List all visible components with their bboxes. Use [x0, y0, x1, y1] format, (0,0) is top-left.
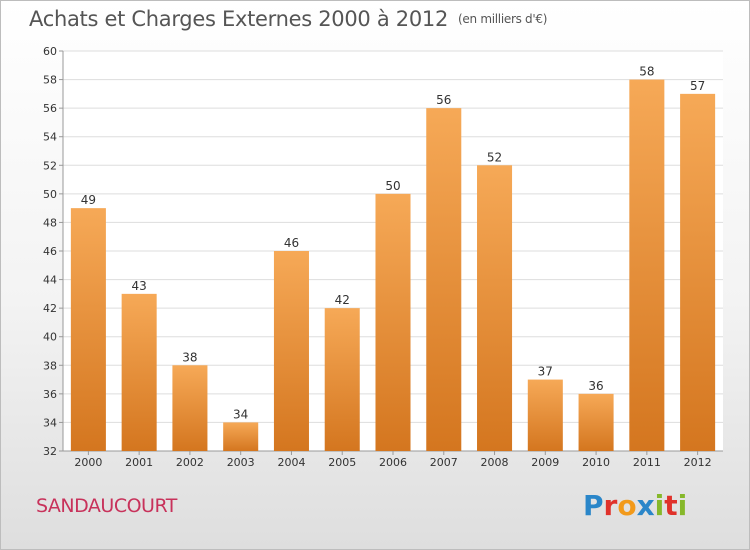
logo-letter: o: [617, 489, 637, 522]
logo-letter: t: [664, 489, 678, 522]
chart-title-text: Achats et Charges Externes 2000 à 2012: [29, 7, 449, 31]
logo-letter: i: [654, 489, 665, 522]
x-tick-label: 2005: [328, 456, 356, 469]
x-tick-label: 2007: [430, 456, 458, 469]
x-tick-label: 2006: [379, 456, 407, 469]
bar: [273, 251, 309, 451]
bar-value-label: 37: [538, 365, 553, 379]
bar-value-label: 46: [284, 236, 299, 250]
bar: [527, 379, 563, 451]
y-tick-label: 56: [43, 102, 57, 115]
y-tick-label: 38: [43, 359, 57, 372]
y-tick-label: 50: [43, 188, 57, 201]
logo-letter: x: [636, 489, 655, 522]
bar: [70, 208, 106, 451]
x-tick-label: 2000: [74, 456, 102, 469]
y-tick-label: 44: [43, 274, 57, 287]
x-tick-label: 2003: [227, 456, 255, 469]
x-tick-label: 2011: [633, 456, 661, 469]
bar: [172, 365, 208, 451]
logo-letter: P: [583, 489, 604, 522]
bar-value-label: 34: [233, 407, 248, 421]
bar: [324, 308, 360, 451]
bar: [477, 165, 513, 452]
x-tick-label: 2010: [582, 456, 610, 469]
bar-value-label: 38: [182, 350, 197, 364]
y-tick-label: 46: [43, 245, 57, 258]
x-tick-label: 2001: [125, 456, 153, 469]
bar-value-label: 36: [588, 379, 603, 393]
x-tick-label: 2012: [684, 456, 712, 469]
bar: [680, 93, 716, 451]
x-tick-label: 2002: [176, 456, 204, 469]
proxiti-logo: Proxiti: [583, 489, 687, 522]
logo-letter: r: [603, 489, 618, 522]
y-tick-label: 32: [43, 445, 57, 458]
bar-value-label: 57: [690, 79, 705, 93]
y-tick-label: 40: [43, 331, 57, 344]
y-tick-label: 34: [43, 416, 57, 429]
chart-title: Achats et Charges Externes 2000 à 2012 (e…: [29, 7, 547, 31]
bar: [223, 422, 259, 451]
commune-name: SANDAUCOURT: [36, 495, 177, 517]
bar-value-label: 49: [81, 193, 96, 207]
y-tick-label: 58: [43, 74, 57, 87]
bar-value-label: 50: [385, 179, 400, 193]
bar-value-label: 58: [639, 65, 654, 79]
y-tick-label: 36: [43, 388, 57, 401]
chart-unit: (en milliers d'€): [458, 12, 548, 26]
x-tick-label: 2009: [531, 456, 559, 469]
y-tick-label: 48: [43, 216, 57, 229]
y-tick-label: 42: [43, 302, 57, 315]
bar-value-label: 52: [487, 150, 502, 164]
y-tick-label: 54: [43, 131, 57, 144]
logo-letter: i: [677, 489, 688, 522]
bar-value-label: 56: [436, 93, 451, 107]
bar: [375, 193, 411, 451]
bar: [629, 79, 665, 452]
bar: [121, 293, 157, 451]
x-tick-label: 2008: [481, 456, 509, 469]
bar-value-label: 43: [132, 279, 147, 293]
y-tick-label: 60: [43, 45, 57, 58]
y-tick-label: 52: [43, 159, 57, 172]
bar: [578, 393, 614, 451]
bar-value-label: 42: [335, 293, 350, 307]
x-tick-label: 2004: [277, 456, 305, 469]
bar: [426, 108, 462, 452]
